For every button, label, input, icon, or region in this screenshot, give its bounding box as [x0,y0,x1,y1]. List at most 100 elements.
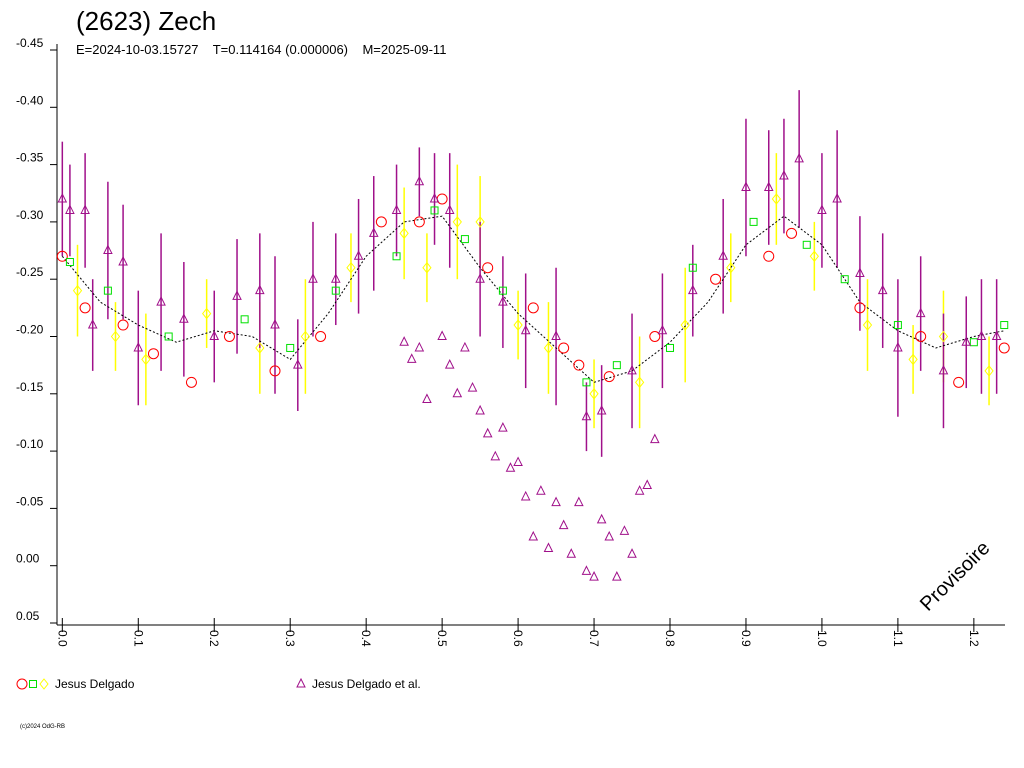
y-tick-label: -0.10 [16,437,44,451]
point [269,365,281,377]
point [72,284,83,297]
point [984,365,994,377]
y-tick-label: -0.20 [16,323,44,337]
point [460,341,470,352]
point [498,286,507,295]
x-tick-label: 1.1 [891,630,905,647]
y-tick-label: -0.30 [16,208,44,222]
point [467,381,478,392]
point [604,530,615,541]
point [520,490,531,501]
point [612,361,621,370]
point [331,286,340,295]
point [771,193,781,205]
x-tick-label: 0.8 [663,630,677,647]
point [65,204,75,214]
point [573,359,585,371]
point [650,433,660,444]
point [832,192,842,203]
legend-label: Jesus Delgado [55,677,135,691]
point [452,387,463,398]
x-tick-label: 1.0 [815,630,829,647]
y-tick-label: -0.15 [16,380,44,394]
point [118,255,128,266]
point [414,175,425,186]
point [877,284,888,295]
y-tick-label: 0.00 [16,552,40,566]
copyright: (c)2024 OdG-RB [20,724,65,730]
point [749,217,758,226]
point [179,313,189,323]
point [688,263,697,272]
point [56,250,68,262]
point [185,376,197,388]
point [619,525,630,535]
point [375,216,387,228]
y-tick-label: -0.05 [16,494,44,508]
point [147,348,159,360]
point [133,341,144,352]
point [627,548,637,558]
x-tick-label: 0.1 [131,630,145,647]
point [57,192,68,203]
point [642,479,653,489]
point [527,302,539,314]
point [786,227,798,239]
point [582,378,591,387]
point [634,376,645,389]
point [498,422,508,432]
point [969,338,978,347]
point [893,341,903,352]
point [460,235,469,244]
x-tick-label: 0.6 [511,630,525,647]
point [103,244,113,255]
y-tick-label: -0.45 [16,36,44,50]
point [528,530,539,541]
point [413,216,425,228]
point [741,181,751,192]
point [513,456,523,467]
point [855,267,865,277]
point [854,302,866,314]
point [809,250,819,263]
legend-label: Jesus Delgado et al. [312,677,421,691]
point [422,261,432,274]
point [368,227,379,237]
point [475,273,485,283]
point [117,319,129,331]
point [110,330,121,343]
point [908,353,918,366]
point [862,319,873,331]
fit-curve [61,215,1005,383]
point [627,364,637,375]
point [794,152,804,163]
point [209,330,220,340]
point [551,330,561,340]
point [558,342,570,354]
point [505,462,516,472]
point [893,321,902,330]
y-tick-label: 0.05 [16,609,40,623]
point [680,319,690,331]
point [270,318,280,329]
point [649,331,661,342]
point [300,330,311,343]
point [520,324,531,335]
y-tick-label: -0.40 [16,93,44,107]
point [589,387,599,400]
point [802,240,811,249]
point [87,318,98,329]
point [543,542,554,553]
chart-subtitle: E=2024-10-03.15727 T=0.114164 (0.000006)… [76,42,446,57]
point [399,336,409,346]
point [763,181,774,192]
x-tick-label: 0.2 [207,630,221,647]
point [141,353,151,366]
point [779,169,789,180]
point [596,404,607,415]
point [938,364,949,375]
point [482,262,494,274]
point [915,331,927,342]
point [498,296,508,306]
y-tick-label: -0.35 [16,151,44,165]
